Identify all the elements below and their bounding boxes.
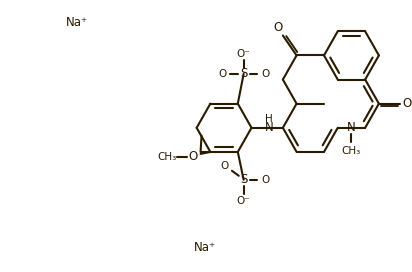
Text: S: S [240, 67, 247, 80]
Text: O⁻: O⁻ [237, 49, 250, 59]
Text: O: O [188, 150, 197, 163]
Text: O: O [261, 175, 269, 185]
Text: O: O [273, 21, 283, 34]
Text: O: O [220, 161, 228, 171]
Text: H: H [265, 114, 273, 124]
Text: O: O [403, 97, 412, 110]
Text: Na⁺: Na⁺ [193, 241, 215, 254]
Text: N: N [265, 121, 274, 134]
Text: O⁻: O⁻ [237, 196, 250, 206]
Text: N: N [347, 121, 356, 134]
Text: Na⁺: Na⁺ [66, 16, 88, 29]
Text: CH₃: CH₃ [342, 146, 361, 156]
Text: O: O [261, 69, 269, 79]
Text: O: O [218, 69, 226, 79]
Text: CH₃: CH₃ [158, 152, 177, 162]
Text: S: S [240, 173, 247, 186]
